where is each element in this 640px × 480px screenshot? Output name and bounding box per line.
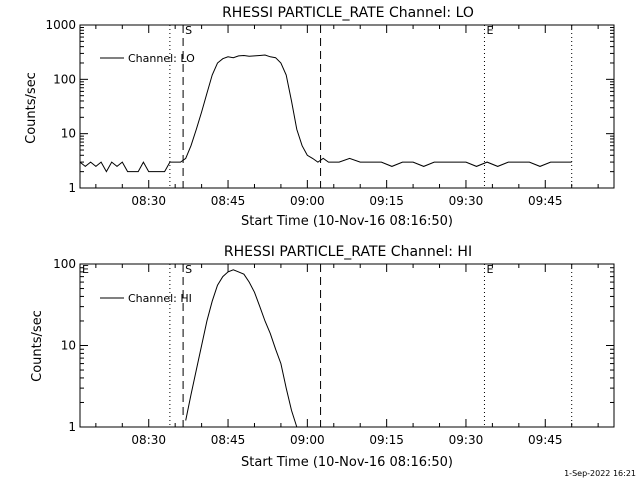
event-marker-label: E — [486, 24, 493, 37]
plot-area-marks: 1 10 100 1000 08:30 08:45 09:00 09:15 09:30 09:45… — [45, 18, 614, 208]
x-tick-label: 09:00 — [290, 433, 325, 447]
event-marker-label: S — [185, 263, 192, 276]
x-tick-label: 08:30 — [131, 194, 166, 208]
plot-area-marks: 1 10 100 08:30 08:45 09:00 09:15 09:30 09:45 E S E — [53, 257, 614, 447]
y-axis-label: Counts/sec — [30, 310, 45, 382]
plot-frame — [79, 263, 615, 428]
chart-title: RHESSI PARTICLE_RATE Channel: HI — [224, 244, 472, 260]
plot-frame — [79, 24, 615, 189]
x-tick-label: 08:45 — [211, 194, 246, 208]
y-tick-label: 1000 — [45, 18, 76, 32]
x-tick-label: 08:45 — [211, 433, 246, 447]
x-tick-label: 09:30 — [449, 194, 484, 208]
y-tick-label: 100 — [53, 257, 76, 271]
y-tick-label: 1 — [68, 420, 76, 434]
legend: Channel: HI — [100, 292, 192, 305]
x-tick-label: 09:30 — [449, 433, 484, 447]
event-marker-label: E — [82, 263, 89, 276]
y-tick-label: 10 — [61, 127, 76, 141]
event-marker-label: E — [486, 263, 493, 276]
y-axis-label: Counts/sec — [24, 72, 39, 144]
x-tick-label: 09:15 — [369, 433, 404, 447]
x-tick-label: 09:00 — [290, 194, 325, 208]
x-tick-label: 09:45 — [528, 194, 563, 208]
x-tick-label: 09:15 — [369, 194, 404, 208]
x-tick-label: 09:45 — [528, 433, 563, 447]
series-line — [185, 269, 298, 428]
y-tick-label: 10 — [61, 339, 76, 353]
y-tick-label: 1 — [68, 181, 76, 195]
chart-title: RHESSI PARTICLE_RATE Channel: LO — [222, 5, 474, 21]
chart-panel-lo: RHESSI PARTICLE_RATE Channel: LO Counts/… — [24, 5, 615, 229]
legend: Channel: LO — [100, 52, 195, 65]
legend-label: Channel: LO — [128, 52, 195, 65]
series-line — [79, 54, 572, 173]
chart-panel-hi: RHESSI PARTICLE_RATE Channel: HI Counts/… — [30, 244, 615, 470]
footer-timestamp: 1-Sep-2022 16:21 — [564, 469, 636, 478]
legend-label: Channel: HI — [128, 292, 192, 305]
x-axis-label: Start Time (10-Nov-16 08:16:50) — [241, 214, 453, 229]
event-marker-label: S — [185, 24, 192, 37]
x-tick-label: 08:30 — [131, 433, 166, 447]
y-tick-label: 100 — [53, 72, 76, 86]
x-axis-label: Start Time (10-Nov-16 08:16:50) — [241, 455, 453, 470]
